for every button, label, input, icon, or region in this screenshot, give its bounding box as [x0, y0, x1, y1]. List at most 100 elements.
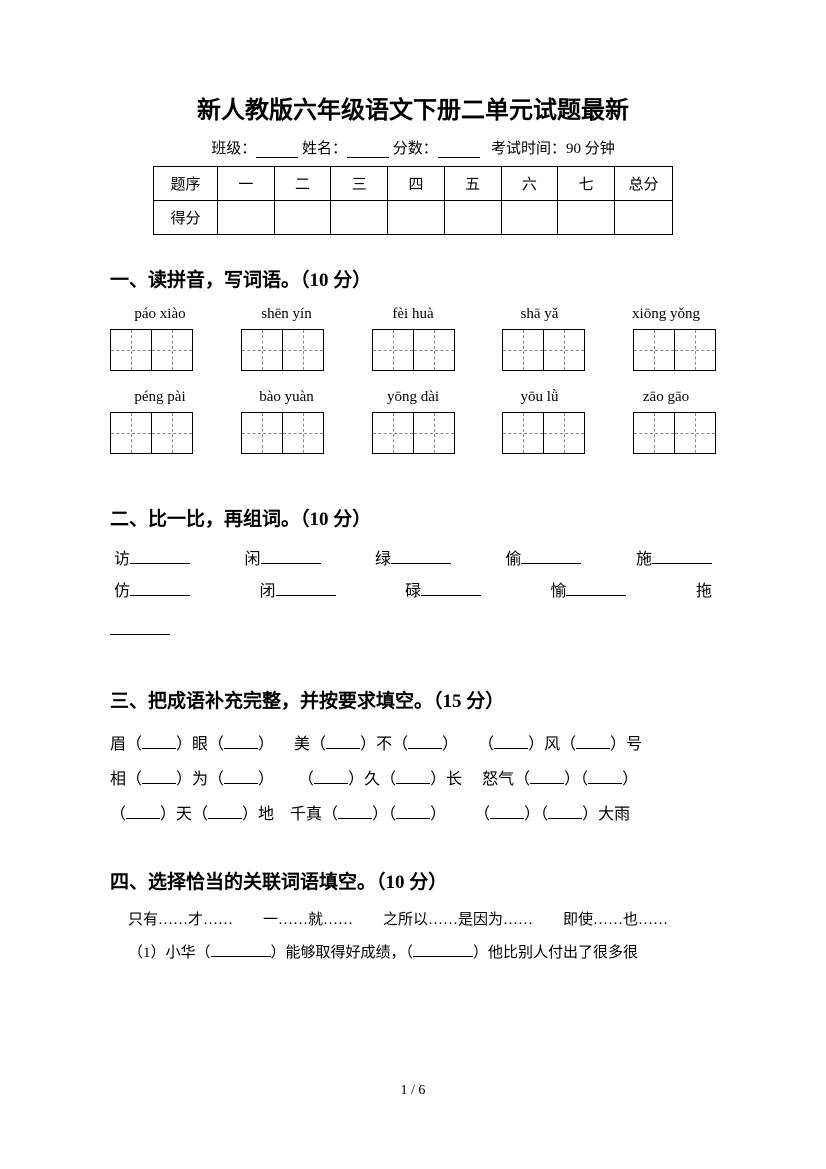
q1-text: （1）小华（: [128, 945, 211, 961]
word-blank[interactable]: [110, 621, 170, 635]
idiom-blank[interactable]: [588, 770, 622, 784]
idiom-blank[interactable]: [490, 805, 524, 819]
idiom-blank[interactable]: [396, 805, 430, 819]
idiom-blank[interactable]: [142, 735, 176, 749]
pinyin-label: yōu lǜ: [490, 389, 590, 406]
idiom-text: ）眼（: [176, 736, 224, 753]
conj-blank[interactable]: [211, 943, 271, 957]
char: 偷: [505, 545, 521, 569]
word-blank[interactable]: [130, 550, 190, 564]
th-4: 四: [388, 167, 445, 201]
char-box-pair[interactable]: [110, 329, 193, 371]
idiom-blank[interactable]: [494, 735, 528, 749]
word-blank[interactable]: [276, 582, 336, 596]
page-title: 新人教版六年级语文下册二单元试题最新: [110, 90, 716, 125]
conj-blank[interactable]: [413, 943, 473, 957]
pinyin-label: xiōng yǒng: [616, 306, 716, 323]
idiom-text: （: [474, 806, 490, 823]
char-box-pair[interactable]: [241, 412, 324, 454]
word-blank[interactable]: [421, 582, 481, 596]
char: 绿: [375, 545, 391, 569]
idiom-text: 美（: [294, 736, 326, 753]
th-seq: 题序: [154, 167, 218, 201]
word-blank[interactable]: [521, 550, 581, 564]
score-cell[interactable]: [274, 201, 331, 235]
name-label: 姓名：: [302, 141, 347, 157]
idiom-blank[interactable]: [338, 805, 372, 819]
char: 闲: [244, 545, 260, 569]
score-cell[interactable]: [615, 201, 673, 235]
section2-heading: 二、比一比，再组词。（10 分）: [110, 504, 716, 531]
idiom-text: ）（: [564, 771, 588, 788]
pinyin-label: péng pài: [110, 389, 210, 406]
class-blank[interactable]: [256, 143, 298, 158]
word-blank[interactable]: [391, 550, 451, 564]
char-box-pair[interactable]: [372, 329, 455, 371]
score-cell[interactable]: [558, 201, 615, 235]
idiom-blank[interactable]: [396, 770, 430, 784]
word-blank[interactable]: [261, 550, 321, 564]
idiom-blank[interactable]: [142, 770, 176, 784]
th-2: 二: [274, 167, 331, 201]
idiom-line-3: （）天（）地 千真（）（） （）（）大雨: [110, 797, 716, 832]
idiom-text: ）（: [372, 806, 396, 823]
score-label: 分数：: [393, 141, 438, 157]
idiom-blank[interactable]: [224, 770, 258, 784]
idiom-blank[interactable]: [530, 770, 564, 784]
idiom-blank[interactable]: [224, 735, 258, 749]
th-5: 五: [444, 167, 501, 201]
idiom-blank[interactable]: [208, 805, 242, 819]
score-blank[interactable]: [438, 143, 480, 158]
idiom-text: ）大雨: [582, 806, 630, 823]
th-3: 三: [331, 167, 388, 201]
pinyin-row-2: péng pài bào yuàn yōng dài yōu lǜ zāo gā…: [110, 389, 716, 406]
idiom-line-2: 相（）为（） （）久（）长 怒气（）（）: [110, 762, 716, 797]
time-label: 考试时间：90 分钟: [491, 141, 615, 157]
score-cell[interactable]: [501, 201, 558, 235]
pinyin-label: fèi huà: [363, 306, 463, 323]
table-row: 题序 一 二 三 四 五 六 七 总分: [154, 167, 673, 201]
idiom-text: ）: [442, 736, 458, 753]
score-cell[interactable]: [218, 201, 275, 235]
char-boxes-row-1: [110, 329, 716, 371]
idiom-text: 千真（: [290, 806, 338, 823]
idiom-blank[interactable]: [576, 735, 610, 749]
char-box-pair[interactable]: [241, 329, 324, 371]
char-box-pair[interactable]: [633, 329, 716, 371]
pinyin-label: shā yǎ: [490, 306, 590, 323]
char: 碌: [405, 577, 421, 601]
section1-heading: 一、读拼音，写词语。（10 分）: [110, 265, 716, 292]
idiom-text: ）天（: [160, 806, 208, 823]
idiom-blank[interactable]: [126, 805, 160, 819]
idiom-text: ）地: [242, 806, 274, 823]
idiom-text: ）久（: [348, 771, 396, 788]
char-box-pair[interactable]: [502, 412, 585, 454]
word-blank[interactable]: [566, 582, 626, 596]
word-blank[interactable]: [652, 550, 712, 564]
th-7: 七: [558, 167, 615, 201]
idiom-text: 怒气（: [482, 771, 530, 788]
idiom-blank[interactable]: [408, 735, 442, 749]
section4-heading: 四、选择恰当的关联词语填空。（10 分）: [110, 867, 716, 894]
char-box-pair[interactable]: [372, 412, 455, 454]
word-compare-row-1: 访 闲 绿 偷 施: [110, 545, 716, 569]
idiom-blank[interactable]: [326, 735, 360, 749]
idiom-text: （: [298, 771, 314, 788]
conj-question-1: （1）小华（）能够取得好成绩，（）他比别人付出了很多很: [110, 941, 716, 962]
idiom-blank[interactable]: [548, 805, 582, 819]
score-cell[interactable]: [331, 201, 388, 235]
idiom-line-1: 眉（）眼（） 美（）不（） （）风（）号: [110, 727, 716, 762]
idiom-text: ）号: [610, 736, 642, 753]
th-total: 总分: [615, 167, 673, 201]
q1-text: ）能够取得好成绩，（: [271, 945, 414, 961]
score-cell[interactable]: [444, 201, 501, 235]
score-cell[interactable]: [388, 201, 445, 235]
idiom-text: （: [110, 806, 126, 823]
char-box-pair[interactable]: [110, 412, 193, 454]
name-blank[interactable]: [347, 143, 389, 158]
char-box-pair[interactable]: [633, 412, 716, 454]
word-blank[interactable]: [130, 582, 190, 596]
idiom-blank[interactable]: [314, 770, 348, 784]
char-box-pair[interactable]: [502, 329, 585, 371]
page-number: 1 / 6: [110, 1083, 716, 1099]
